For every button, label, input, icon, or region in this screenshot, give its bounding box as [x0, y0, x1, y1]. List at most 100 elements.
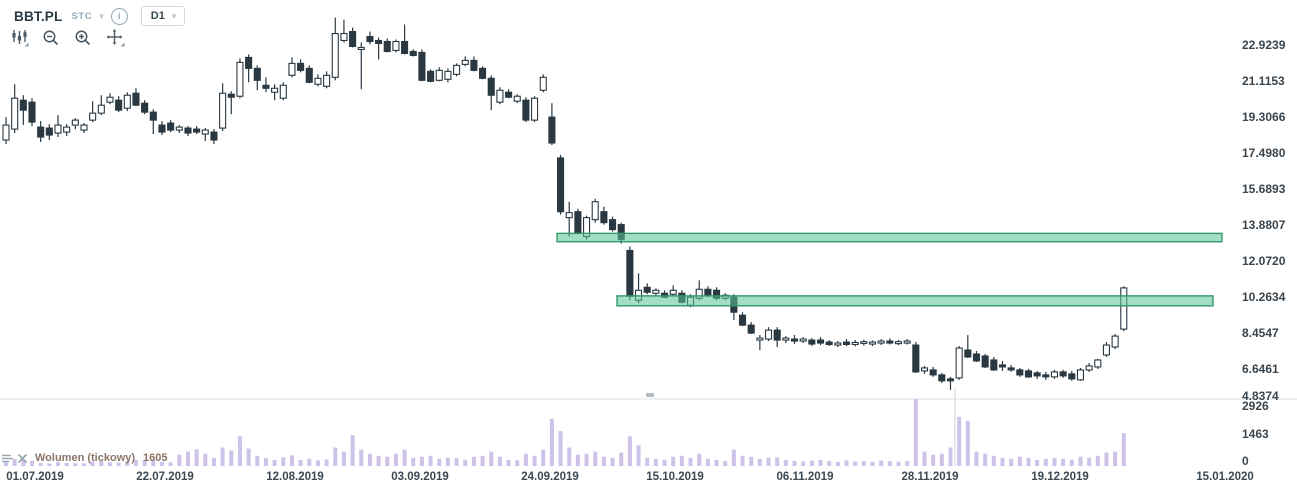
volume-bar — [818, 459, 823, 466]
volume-bar — [861, 461, 866, 466]
candle-down — [600, 211, 608, 224]
volume-axis-label: 1463 — [1242, 427, 1269, 441]
candle-up — [860, 341, 868, 345]
volume-bar — [610, 457, 615, 466]
volume-bar — [281, 457, 286, 466]
candle-down — [427, 70, 435, 82]
volume-bar — [393, 453, 398, 466]
volume-bar — [385, 456, 390, 466]
volume-bar — [1095, 455, 1100, 466]
candle-up — [877, 340, 885, 344]
volume-bar — [645, 457, 650, 466]
volume-bar — [965, 420, 970, 466]
candle-up — [461, 59, 469, 65]
indicators-icon — [12, 30, 29, 47]
volume-bar — [341, 451, 346, 466]
volume-bar — [168, 462, 173, 466]
candle-down — [245, 56, 253, 69]
volume-bar — [1069, 459, 1074, 466]
candle-down — [981, 355, 989, 368]
candle-down — [946, 378, 955, 382]
volume-bar — [584, 453, 589, 466]
candle-down — [1024, 370, 1033, 378]
candle-down — [1007, 367, 1015, 371]
candle-up — [201, 129, 209, 135]
volume-bar — [263, 458, 268, 466]
volume-bar — [1121, 433, 1126, 466]
volume-bar — [272, 459, 277, 466]
volume-bar — [714, 459, 719, 466]
volume-bar — [723, 460, 728, 466]
volume-bar — [90, 461, 95, 466]
indicator-settings-icon[interactable] — [2, 453, 13, 464]
volume-bar — [757, 458, 762, 466]
candle-down — [184, 127, 192, 134]
timeframe-selector[interactable]: D1 ▾ — [140, 6, 186, 26]
candle-down — [262, 84, 270, 89]
instrument-symbol[interactable]: BBT.PL — [14, 8, 63, 24]
candle-up — [834, 342, 842, 346]
volume-bar — [679, 455, 684, 466]
volume-bar — [515, 460, 520, 466]
zoom-out-button[interactable] — [40, 27, 65, 49]
candle-up — [513, 95, 521, 102]
candle-up — [392, 40, 400, 52]
volume-bar — [948, 447, 953, 466]
chevron-down-icon[interactable]: ▾ — [99, 10, 104, 21]
candle-up — [71, 119, 79, 126]
candle-down — [409, 50, 417, 56]
volume-bar — [402, 449, 407, 466]
volume-bar — [289, 455, 294, 466]
volume-bar — [73, 463, 78, 466]
volume-bar — [1043, 458, 1048, 466]
volume-bar — [731, 449, 736, 466]
volume-bar — [931, 454, 936, 466]
timeframe-label: D1 — [150, 10, 165, 22]
candle-down — [167, 122, 175, 131]
zoom-in-icon — [75, 30, 91, 46]
candle-up — [63, 126, 71, 133]
candle-down — [210, 131, 218, 141]
volume-bar — [601, 456, 606, 466]
candle-down — [141, 102, 149, 113]
volume-bar — [541, 449, 546, 466]
price-zone — [616, 295, 1214, 307]
volume-axis-label: 2926 — [1242, 399, 1269, 413]
volume-bar — [1087, 457, 1092, 466]
candle-down — [37, 126, 45, 138]
price-axis-label: 21.1153 — [1242, 74, 1285, 88]
volume-bar — [359, 449, 364, 466]
volume-bar — [653, 458, 658, 466]
candle-down — [825, 341, 833, 345]
candle-up — [851, 341, 859, 345]
volume-bar — [783, 459, 788, 466]
volume-bar — [4, 462, 8, 466]
info-icon[interactable]: i — [110, 7, 128, 25]
candle-down — [149, 111, 157, 121]
volume-bar — [593, 451, 598, 466]
volume-bar — [627, 436, 632, 466]
candle-up — [106, 96, 114, 103]
volume-bar — [64, 462, 69, 466]
indicators-button[interactable] — [8, 27, 33, 49]
volume-bar — [575, 454, 580, 466]
volume-bar — [419, 456, 424, 466]
candle-down — [886, 340, 894, 344]
candle-up — [782, 337, 790, 341]
zoom-in-button[interactable] — [72, 27, 97, 49]
candle-up — [340, 32, 348, 42]
price-axis-label: 12.0720 — [1242, 254, 1286, 268]
candle-up — [357, 46, 365, 51]
pan-button[interactable] — [104, 27, 129, 49]
candle-up — [1076, 369, 1085, 381]
close-icon[interactable] — [17, 453, 28, 464]
volume-bar — [471, 456, 476, 466]
candle-down — [1016, 369, 1024, 376]
volume-bar — [21, 459, 26, 466]
market-category-label: STC — [71, 10, 93, 22]
volume-bar — [81, 463, 86, 466]
volume-bar — [29, 460, 34, 466]
candle-up — [175, 126, 183, 131]
candle-up — [669, 289, 677, 295]
